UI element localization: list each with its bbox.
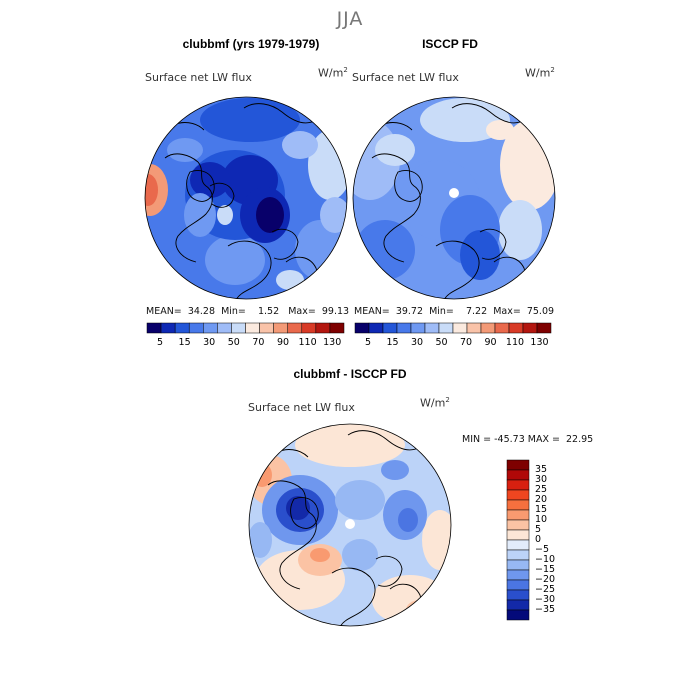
diff-panel-unit: W/m2 [420, 396, 450, 410]
colorbar-swatch [160, 322, 176, 334]
colorbar-tick-label: −5 [535, 544, 550, 555]
map-3-field [249, 424, 451, 626]
diff-panel-title: clubbmf - ISCCP FD [293, 367, 407, 381]
colorbar-tick-label: −30 [535, 594, 556, 605]
colorbar-swatch [174, 322, 190, 334]
map-2-pole-gap [449, 188, 459, 198]
colorbar-tick-label: −35 [535, 604, 556, 615]
colorbar-panel-1 [146, 322, 345, 334]
colorbar-tick-label: 25 [535, 484, 548, 495]
colorbar-swatch [368, 322, 384, 334]
colorbar-swatch [506, 529, 530, 541]
diff-panel-stats: MIN = -45.73 MAX = 22.95 [462, 434, 594, 445]
colorbar-tick-label: −25 [535, 584, 556, 595]
colorbar-diff [506, 459, 530, 621]
colorbar-swatch [506, 599, 530, 611]
season-title: JJA [336, 8, 364, 30]
map-1-field [145, 97, 347, 299]
colorbar-tick-label: 30 [410, 337, 424, 348]
colorbar-tick-label: 35 [535, 464, 548, 475]
colorbar-swatch [506, 589, 530, 601]
panel-2-unit: W/m2 [525, 66, 555, 80]
colorbar-swatch [203, 322, 218, 334]
colorbar-swatch [506, 549, 530, 561]
colorbar-tick-label: 70 [459, 337, 473, 348]
colorbar-swatch [506, 569, 530, 581]
colorbar-swatch [301, 322, 317, 334]
colorbar-swatch [396, 322, 412, 334]
colorbar-swatch [287, 322, 303, 334]
colorbar-panel-2 [354, 322, 552, 334]
colorbar-tick-label: 5 [535, 524, 542, 535]
colorbar-tick-label: 15 [535, 504, 548, 515]
colorbar-tick-label: 70 [252, 337, 265, 348]
colorbar-tick-label: −10 [535, 554, 556, 565]
colorbar-swatch [506, 489, 530, 501]
colorbar-swatch [506, 479, 530, 491]
colorbar-tick-label: 50 [435, 337, 448, 348]
colorbar-tick-label: 30 [203, 337, 216, 348]
colorbar-tick-label: −20 [535, 574, 556, 585]
colorbar-tick-label: 10 [535, 514, 548, 525]
colorbar-swatch [506, 519, 530, 531]
colorbar-swatch [506, 459, 530, 471]
colorbar-tick-label: 20 [535, 494, 548, 505]
colorbar-tick-label: 130 [530, 337, 549, 348]
colorbar-swatch [506, 609, 530, 621]
colorbar-swatch [146, 322, 162, 334]
colorbar-swatch [536, 322, 552, 334]
colorbar-swatch [438, 322, 454, 334]
colorbar-swatch [452, 322, 468, 334]
colorbar-swatch [245, 322, 260, 334]
panel-2-subtitle: Surface net LW flux [352, 71, 459, 84]
diff-panel-subtitle: Surface net LW flux [248, 401, 355, 414]
colorbar-swatch [494, 322, 510, 334]
colorbar-swatch [329, 322, 345, 334]
colorbar-tick-label: 5 [364, 337, 372, 348]
panel-1-unit: W/m2 [318, 66, 348, 80]
panel-2-title: ISCCP FD [422, 37, 478, 51]
colorbar-tick-label: 15 [386, 337, 399, 348]
colorbar-swatch [506, 539, 530, 551]
colorbar-tick-label: 130 [323, 337, 342, 348]
panel-1-title: clubbmf (yrs 1979-1979) [182, 37, 320, 51]
map-2-field [353, 97, 555, 299]
colorbar-swatch [315, 322, 331, 334]
colorbar-swatch [508, 322, 524, 334]
colorbar-swatch [466, 322, 482, 334]
colorbar-swatch [522, 322, 538, 334]
colorbar-swatch [273, 322, 288, 334]
colorbar-swatch [259, 322, 274, 334]
colorbar-swatch [506, 579, 530, 591]
panel-1-subtitle: Surface net LW flux [145, 71, 252, 84]
colorbar-swatch [410, 322, 426, 334]
colorbar-swatch [354, 322, 370, 334]
colorbar-tick-label: 15 [178, 337, 191, 348]
colorbar-swatch [188, 322, 204, 334]
panel-2-stats: MEAN= 39.72 Min= 7.22 Max= 75.09 [354, 306, 555, 317]
colorbar-swatch [382, 322, 398, 334]
colorbar-tick-label: −15 [535, 564, 556, 575]
colorbar-swatch [424, 322, 440, 334]
colorbar-swatch [480, 322, 496, 334]
colorbar-swatch [506, 509, 530, 521]
colorbar-tick-label: 90 [484, 337, 497, 348]
colorbar-swatch [506, 469, 530, 481]
colorbar-tick-label: 5 [156, 337, 164, 348]
colorbar-tick-label: 50 [227, 337, 240, 348]
colorbar-swatch [217, 322, 232, 334]
colorbar-swatch [506, 559, 530, 571]
colorbar-swatch [506, 499, 530, 511]
colorbar-tick-label: 90 [276, 337, 290, 348]
map-3-pole-gap [345, 519, 355, 529]
colorbar-tick-label: 30 [535, 474, 548, 485]
colorbar-tick-label: 110 [298, 337, 317, 348]
colorbar-tick-label: 110 [505, 337, 525, 348]
colorbar-tick-label: 0 [535, 534, 542, 545]
colorbar-swatch [231, 322, 246, 334]
panel-1-stats: MEAN= 34.28 Min= 1.52 Max= 99.13 [146, 306, 350, 317]
